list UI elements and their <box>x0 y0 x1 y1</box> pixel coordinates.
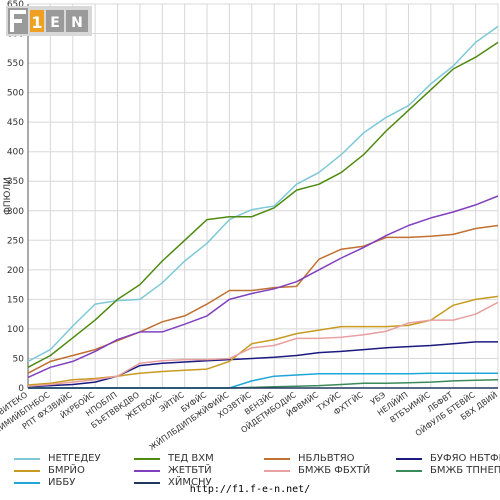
series-line <box>27 41 499 368</box>
legend-label: НЕТГЕДЕУ <box>48 453 101 464</box>
y-tick-label: 200 <box>7 266 24 276</box>
series-line <box>27 25 499 363</box>
series-line <box>27 341 498 388</box>
legend-swatch <box>264 470 290 472</box>
f1en-logo: 1 E N <box>6 6 92 36</box>
y-tick-label: 0 <box>18 384 24 394</box>
svg-text:1: 1 <box>31 13 42 32</box>
legend-label: БМЖБ ТПНЕП <box>430 465 500 476</box>
y-axis-title: ФПЮЛИ <box>3 177 13 215</box>
legend-swatch <box>264 458 290 460</box>
legend-swatch <box>396 470 422 472</box>
legend-label: ТЕД ВХМ <box>168 453 214 464</box>
legend-swatch <box>14 470 40 472</box>
plot-area <box>28 4 498 388</box>
y-tick-label: 150 <box>7 295 24 305</box>
y-tick-label: 250 <box>7 236 24 246</box>
svg-text:N: N <box>71 15 83 31</box>
legend: НЕТГЕДЕУ ТЕД ВХМ НБЛЬВТЯО БУФЯО НБТФЙО БМРЙО… <box>14 452 500 488</box>
legend-label: БУФЯО НБТФЙО <box>430 453 500 464</box>
legend-label: БМРЙО <box>48 465 85 476</box>
y-tick-label: 350 <box>7 177 24 187</box>
legend-label: НБЛЬВТЯО <box>298 453 355 464</box>
legend-swatch <box>134 470 160 472</box>
legend-swatch <box>396 458 422 460</box>
y-tick-label: 300 <box>7 207 24 217</box>
svg-text:E: E <box>50 15 60 31</box>
legend-label: ЖЕТБТЙ <box>168 465 212 476</box>
y-tick-label: 400 <box>7 148 24 158</box>
legend-label: БМЖБ ФБХТЙ <box>298 465 371 476</box>
y-tick-label: 450 <box>7 118 24 128</box>
legend-label: ИББУ <box>48 477 76 488</box>
series-line <box>27 195 499 379</box>
y-tick-label: 550 <box>7 59 24 69</box>
legend-swatch <box>14 458 40 460</box>
y-tick-label: 650 <box>7 0 24 10</box>
y-tick-label: 100 <box>7 325 24 335</box>
legend-swatch <box>14 482 40 484</box>
y-tick-label: 500 <box>7 89 24 99</box>
legend-swatch <box>134 482 160 484</box>
legend-label: ХЙМСНУ <box>168 477 212 488</box>
legend-swatch <box>134 458 160 460</box>
f1en-logo-graphic: 1 E N <box>6 6 92 36</box>
y-tick-label: 50 <box>13 354 25 364</box>
series-line <box>27 301 499 387</box>
footer-url[interactable]: http://f1.f-e-n.net/ <box>189 484 311 495</box>
